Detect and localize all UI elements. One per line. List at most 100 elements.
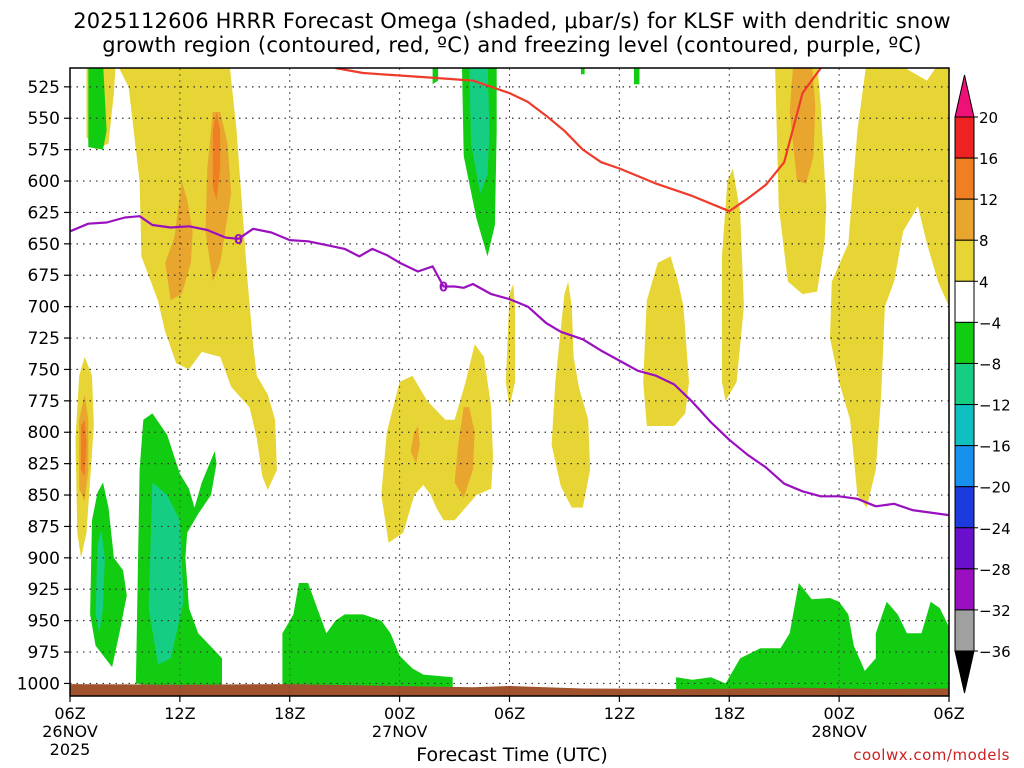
- chart-title-line1: 2025112606 HRRR Forecast Omega (shaded, …: [73, 9, 951, 33]
- x-tick-date-7: 28NOV: [811, 722, 867, 741]
- omega-region-11: [505, 284, 515, 408]
- colorbar-label-2: 12: [979, 191, 998, 209]
- x-tick-label-6: 18Z: [714, 704, 745, 723]
- x-tick-label-4: 06Z: [494, 704, 525, 723]
- omega-region-8: [381, 344, 493, 543]
- omega-region-1: [119, 68, 277, 490]
- colorbar-label-7: −12: [979, 397, 1011, 415]
- dgz-contour-red: [335, 68, 822, 213]
- site-credit: coolwx.com/models: [853, 746, 1010, 764]
- x-tick-label-8: 06Z: [933, 704, 964, 723]
- x-tick-label-7: 00Z: [823, 704, 854, 723]
- y-tick-label-950: 950: [28, 612, 60, 632]
- x-tick-year-0: 2025: [50, 740, 91, 759]
- omega-region-29: [676, 583, 949, 694]
- x-tick-label-5: 12Z: [604, 704, 635, 723]
- colorbar-swatch-6: [954, 362, 975, 406]
- omega-region-3: [205, 112, 232, 282]
- y-tick-label-650: 650: [28, 235, 60, 255]
- y-tick-label-900: 900: [28, 549, 60, 569]
- x-axis-label: Forecast Time (UTC): [416, 744, 608, 766]
- y-tick-label-1000: 1000: [17, 674, 60, 694]
- colorbar-label-1: 16: [979, 150, 998, 168]
- colorbar-swatch-1: [954, 157, 975, 200]
- omega-region-28: [282, 583, 453, 694]
- colorbar-label-9: −20: [979, 479, 1011, 497]
- colorbar-label-5: −4: [979, 314, 1001, 332]
- colorbar-label-13: −36: [979, 643, 1011, 661]
- omega-region-25: [95, 530, 105, 634]
- x-tick-label-2: 18Z: [274, 704, 305, 723]
- colorbar-label-8: −16: [979, 438, 1011, 456]
- colorbar-swatch-4: [954, 280, 975, 323]
- colorbar-label-4: 4: [979, 273, 989, 291]
- colorbar-label-0: 20: [979, 109, 998, 127]
- colorbar-swatch-5: [954, 321, 975, 364]
- colorbar-swatch-9: [954, 486, 975, 529]
- colorbar-swatch-3: [954, 239, 975, 282]
- freezing-level-label-1: 0: [439, 281, 448, 296]
- omega-region-10: [410, 426, 420, 464]
- colorbar-swatch-2: [954, 198, 975, 241]
- y-tick-label-700: 700: [28, 298, 60, 318]
- omega-region-13: [643, 256, 689, 426]
- y-tick-label-800: 800: [28, 423, 60, 443]
- colorbar-label-3: 8: [979, 232, 989, 250]
- x-tick-label-0: 06Z: [54, 704, 85, 723]
- omega-region-2: [165, 181, 193, 301]
- axis-labels: 525 550 575 600 625 650 675 700 725 750 775 800 825 8…: [17, 78, 965, 759]
- omega-region-21: [634, 68, 640, 85]
- colorbar-swatch-7: [954, 404, 975, 447]
- y-tick-label-625: 625: [28, 203, 60, 223]
- y-tick-label-675: 675: [28, 266, 60, 286]
- colorbar-label-12: −32: [979, 602, 1011, 620]
- colorbar: 20 16 12 8 4 −4 −8 −12 −16 −20 −24 −28 −32 −36: [954, 74, 1011, 694]
- grid-lines: [70, 68, 949, 696]
- colorbar-swatch-0: [954, 116, 975, 159]
- y-tick-label-850: 850: [28, 486, 60, 506]
- omega-region-4: [212, 112, 221, 200]
- omega-region-23: [469, 68, 490, 194]
- omega-region-18: [88, 68, 107, 150]
- y-tick-label-575: 575: [28, 141, 60, 161]
- omega-region-19: [432, 68, 439, 85]
- x-tick-date-3: 27NOV: [372, 722, 428, 741]
- y-tick-label-525: 525: [28, 78, 60, 98]
- y-tick-label-550: 550: [28, 109, 60, 129]
- freezing-level-line: [70, 215, 949, 517]
- y-tick-label-875: 875: [28, 517, 60, 537]
- colorbar-label-6: −8: [979, 355, 1001, 373]
- omega-region-17: [830, 68, 949, 508]
- omega-region-12: [551, 281, 591, 508]
- y-tick-label-825: 825: [28, 455, 60, 475]
- y-tick-label-725: 725: [28, 329, 60, 349]
- colorbar-swatch-12: [954, 609, 975, 652]
- omega-region-9: [454, 407, 475, 498]
- colorbar-label-10: −24: [979, 520, 1011, 538]
- omega-region-24: [90, 482, 127, 668]
- colorbar-top-triangle: [954, 74, 975, 118]
- colorbar-label-11: −28: [979, 561, 1011, 579]
- omega-shading: [70, 68, 949, 696]
- y-tick-label-975: 975: [28, 643, 60, 663]
- freezing-level-label-0: 0: [234, 233, 243, 248]
- y-tick-label-750: 750: [28, 360, 60, 380]
- y-tick-label-775: 775: [28, 392, 60, 412]
- chart-title-line2: growth region (contoured, red, ºC) and f…: [102, 33, 922, 57]
- colorbar-swatch-10: [954, 527, 975, 570]
- omega-region-14: [721, 168, 744, 401]
- x-tick-date-0: 26NOV: [42, 722, 98, 741]
- x-tick-label-1: 12Z: [164, 704, 195, 723]
- y-tick-label-925: 925: [28, 580, 60, 600]
- omega-region-20: [580, 68, 585, 75]
- omega-region-7: [81, 419, 87, 477]
- contour-lines: 00: [70, 68, 949, 517]
- omega-region-16: [789, 68, 816, 184]
- x-tick-label-3: 00Z: [384, 704, 415, 723]
- colorbar-swatch-11: [954, 568, 975, 611]
- colorbar-bottom-triangle: [954, 650, 975, 694]
- omega-region-27: [148, 482, 184, 665]
- y-tick-label-600: 600: [28, 172, 60, 192]
- colorbar-swatch-8: [954, 445, 975, 488]
